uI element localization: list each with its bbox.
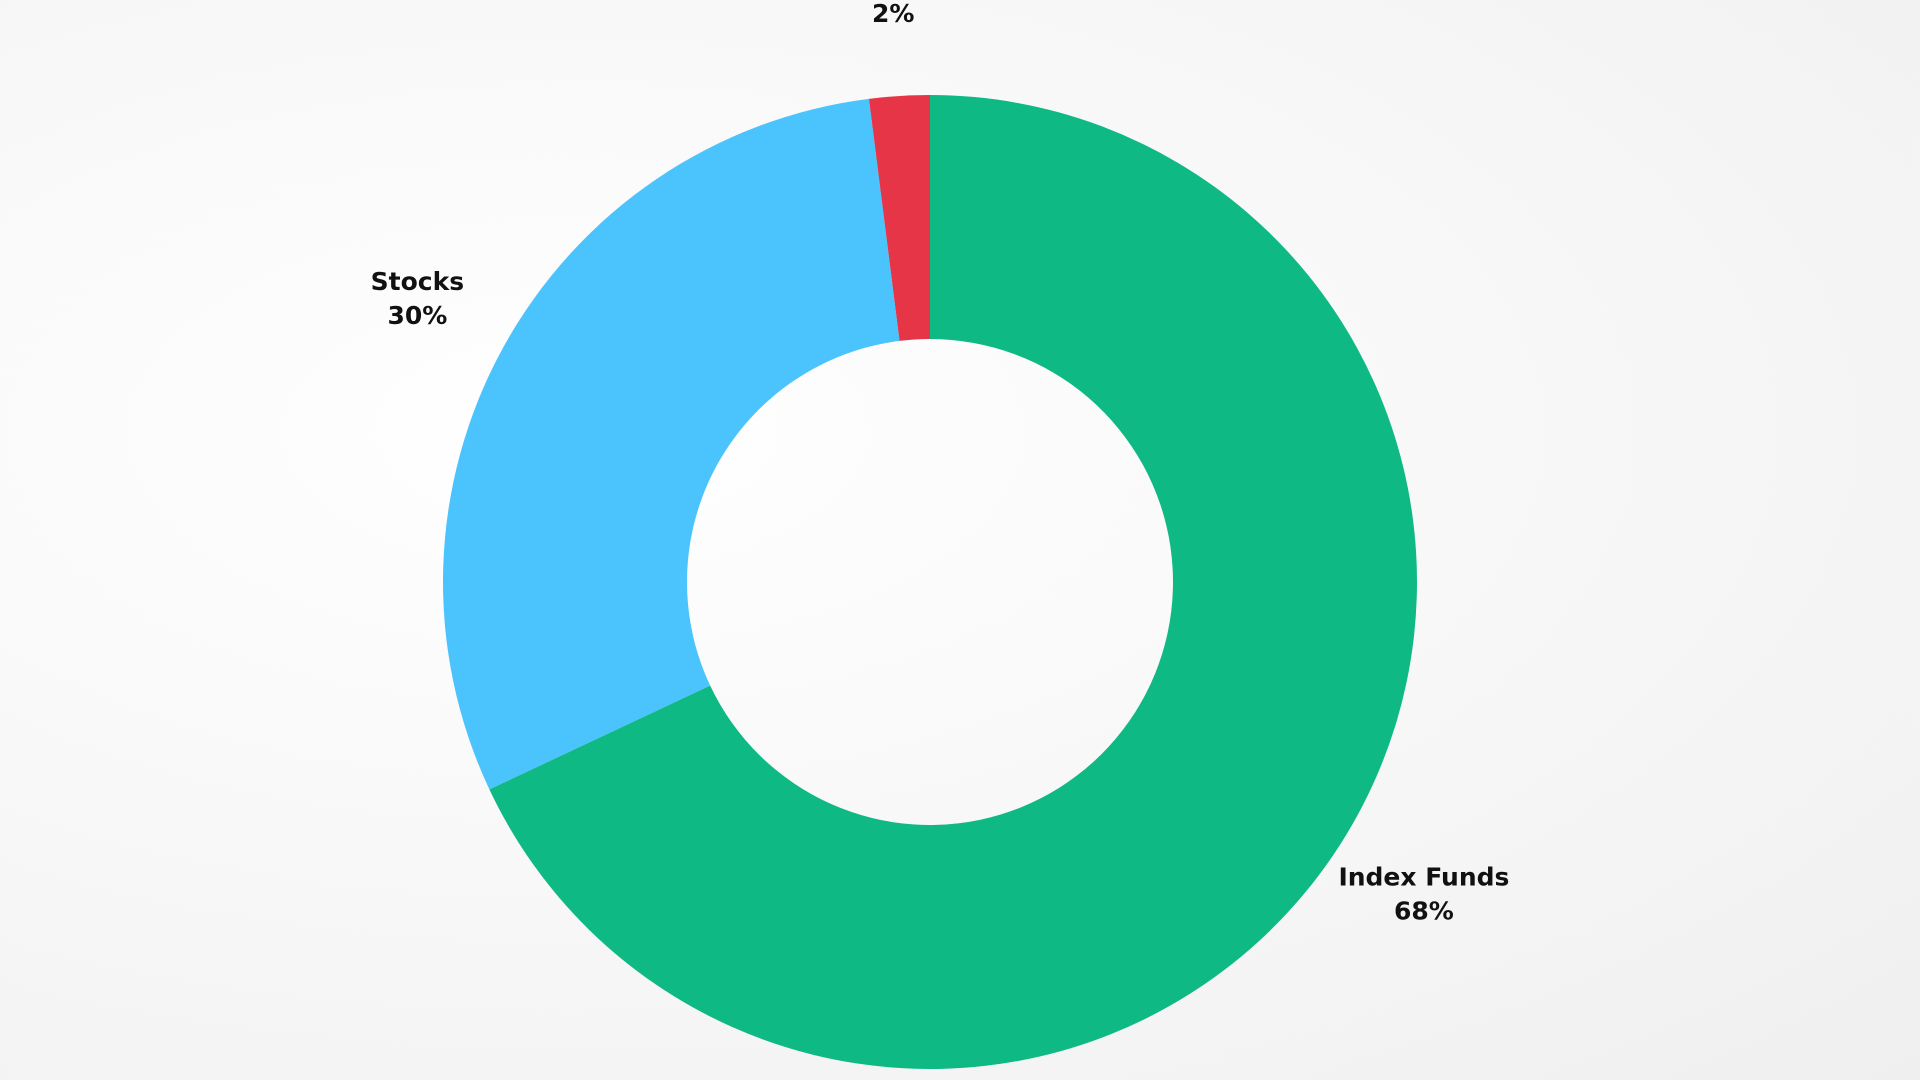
slice-label: Index Funds (1338, 862, 1509, 891)
value-label: 2% (872, 0, 914, 28)
slice-label: Stocks (371, 267, 464, 296)
value-label: 30% (387, 301, 447, 330)
value-label: 68% (1394, 896, 1454, 925)
slice (443, 98, 900, 790)
slice (868, 95, 930, 341)
slice (489, 95, 1417, 1069)
